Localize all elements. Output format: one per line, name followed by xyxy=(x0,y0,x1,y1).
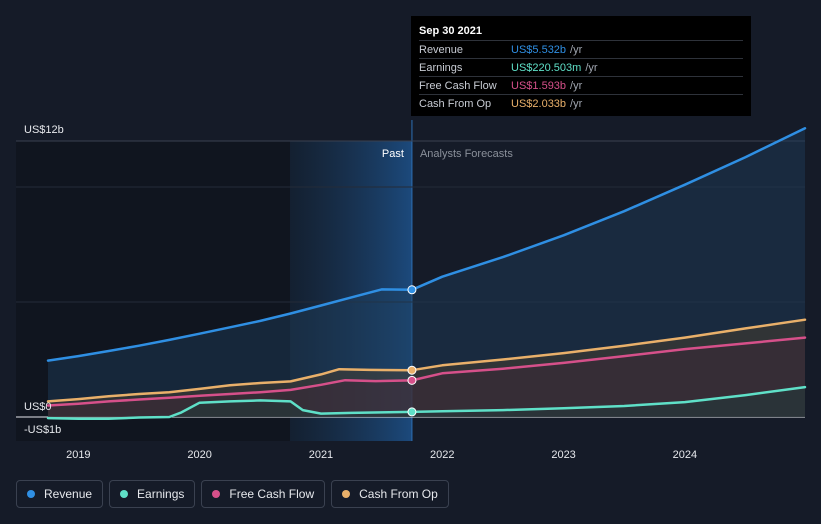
tooltip-row-value: US$220.503m xyxy=(511,61,582,74)
x-tick-2022: 2022 xyxy=(430,449,454,461)
area-earnings xyxy=(48,387,805,419)
line-cash-from-op xyxy=(46,318,807,403)
tooltip-row-value: US$1.593b xyxy=(511,79,567,92)
tooltip-row-unit: /yr xyxy=(585,61,598,74)
marker-cash-from-op xyxy=(407,365,417,375)
x-tick-2019: 2019 xyxy=(66,449,90,461)
legend-item-revenue[interactable]: Revenue xyxy=(16,480,104,508)
tooltip-row-value: US$5.532b xyxy=(511,43,567,56)
tooltip-date: Sep 30 2021 xyxy=(419,25,482,37)
forecast-label: Analysts Forecasts xyxy=(420,148,513,160)
legend-dot-icon xyxy=(212,490,221,498)
legend-dot-icon xyxy=(27,490,35,498)
y-label-top: US$12b xyxy=(24,124,64,136)
legend-label: Cash From Op xyxy=(359,487,438,501)
tooltip-row-unit: /yr xyxy=(570,43,583,56)
tooltip-row-earnings: Earnings US$220.503m/yr xyxy=(419,58,743,76)
chart-labels: US$12b US$0 -US$1b Past Analysts Forecasts 20… xyxy=(24,124,697,461)
legend-label: Earnings xyxy=(137,487,185,501)
tooltip-row-name: Free Cash Flow xyxy=(419,79,497,92)
tooltip-row-unit: /yr xyxy=(570,97,583,110)
legend-dot-icon xyxy=(342,490,351,498)
tooltip: Sep 30 2021 Revenue US$5.532b/yr Earnings U… xyxy=(411,16,751,116)
legend-label: Revenue xyxy=(44,487,93,501)
tooltip-row-name: Revenue xyxy=(419,43,464,56)
legend-label: Free Cash Flow xyxy=(229,487,315,501)
y-label-bottom: -US$1b xyxy=(24,424,61,436)
series-markers xyxy=(407,285,417,417)
marker-free-cash-flow xyxy=(407,375,417,385)
y-label-zero: US$0 xyxy=(24,401,52,413)
legend-item-free-cash-flow[interactable]: Free Cash Flow xyxy=(201,480,326,508)
legend-dot-icon xyxy=(120,490,129,498)
tooltip-row-value: US$2.033b xyxy=(511,97,567,110)
area-revenue xyxy=(48,128,805,418)
tooltip-row-name: Cash From Op xyxy=(419,97,492,110)
x-tick-2021: 2021 xyxy=(309,449,333,461)
legend-item-earnings[interactable]: Earnings xyxy=(109,480,196,508)
marker-earnings xyxy=(407,407,417,417)
x-tick-2024: 2024 xyxy=(673,449,697,461)
x-tick-2023: 2023 xyxy=(551,449,575,461)
marker-revenue xyxy=(407,285,417,295)
tooltip-rows: Revenue US$5.532b/yr Earnings US$220.503m/y… xyxy=(419,40,743,112)
line-free-cash-flow xyxy=(46,336,807,407)
line-earnings xyxy=(46,385,807,421)
legend: Revenue Earnings Free Cash Flow Cash From O… xyxy=(16,480,449,508)
x-tick-2020: 2020 xyxy=(187,449,211,461)
tooltip-row-revenue: Revenue US$5.532b/yr xyxy=(419,40,743,58)
tooltip-row-free-cash-flow: Free Cash Flow US$1.593b/yr xyxy=(419,76,743,94)
line-revenue xyxy=(46,127,807,362)
tooltip-row-cash-from-op: Cash From Op US$2.033b/yr xyxy=(419,94,743,112)
tooltip-row-unit: /yr xyxy=(570,79,583,92)
tooltip-row-name: Earnings xyxy=(419,61,463,74)
legend-item-cash-from-op[interactable]: Cash From Op xyxy=(331,480,449,508)
past-label: Past xyxy=(382,148,404,160)
series-lines xyxy=(46,127,807,421)
